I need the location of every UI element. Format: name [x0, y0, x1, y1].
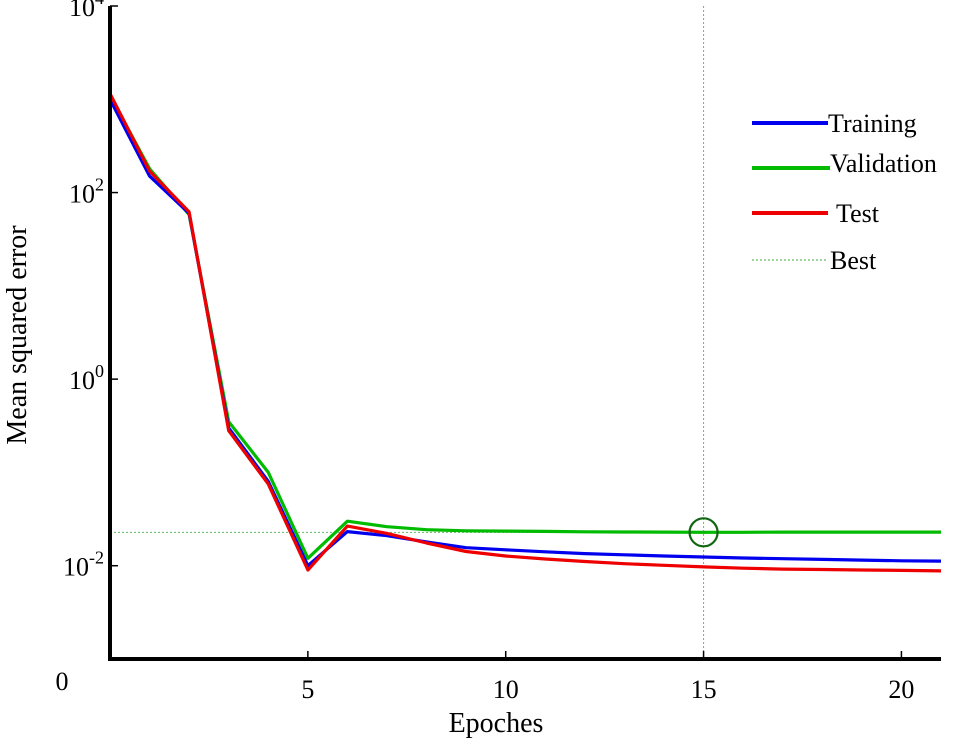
legend-entry-test: Test [752, 199, 880, 228]
legend-label-validation: Validation [830, 149, 937, 178]
legend-entry-best: Best [752, 246, 877, 275]
x-tick-label: 5 [301, 675, 314, 704]
y-tick-label: 102 [69, 175, 104, 209]
best-point-marker [688, 517, 719, 548]
x-tick-label: 20 [888, 675, 914, 704]
series-line-validation [108, 94, 941, 560]
axis-ticks: 5 10 15 20 104 102 100 10-2 [63, 0, 914, 704]
y-tick-label: 10-2 [63, 548, 104, 582]
y-tick-label: 100 [69, 361, 104, 395]
series-line-test [108, 92, 942, 573]
y-axis-title: Mean squared error [2, 225, 33, 445]
series-line-training [108, 98, 942, 568]
legend-label-training: Training [828, 109, 917, 138]
legend: Training Validation Test Best [752, 109, 937, 275]
x-tick-label: 15 [691, 675, 717, 704]
plot-area [108, 6, 942, 659]
legend-entry-training: Training [752, 109, 917, 138]
legend-label-test: Test [836, 199, 880, 228]
y-tick-label: 104 [69, 0, 104, 22]
x-axis-title: Epoches [449, 708, 544, 739]
legend-entry-validation: Validation [752, 149, 937, 178]
x-tick-label: 10 [493, 675, 519, 704]
legend-label-best: Best [830, 246, 877, 275]
y-tick-label-zero: 0 [56, 667, 69, 696]
